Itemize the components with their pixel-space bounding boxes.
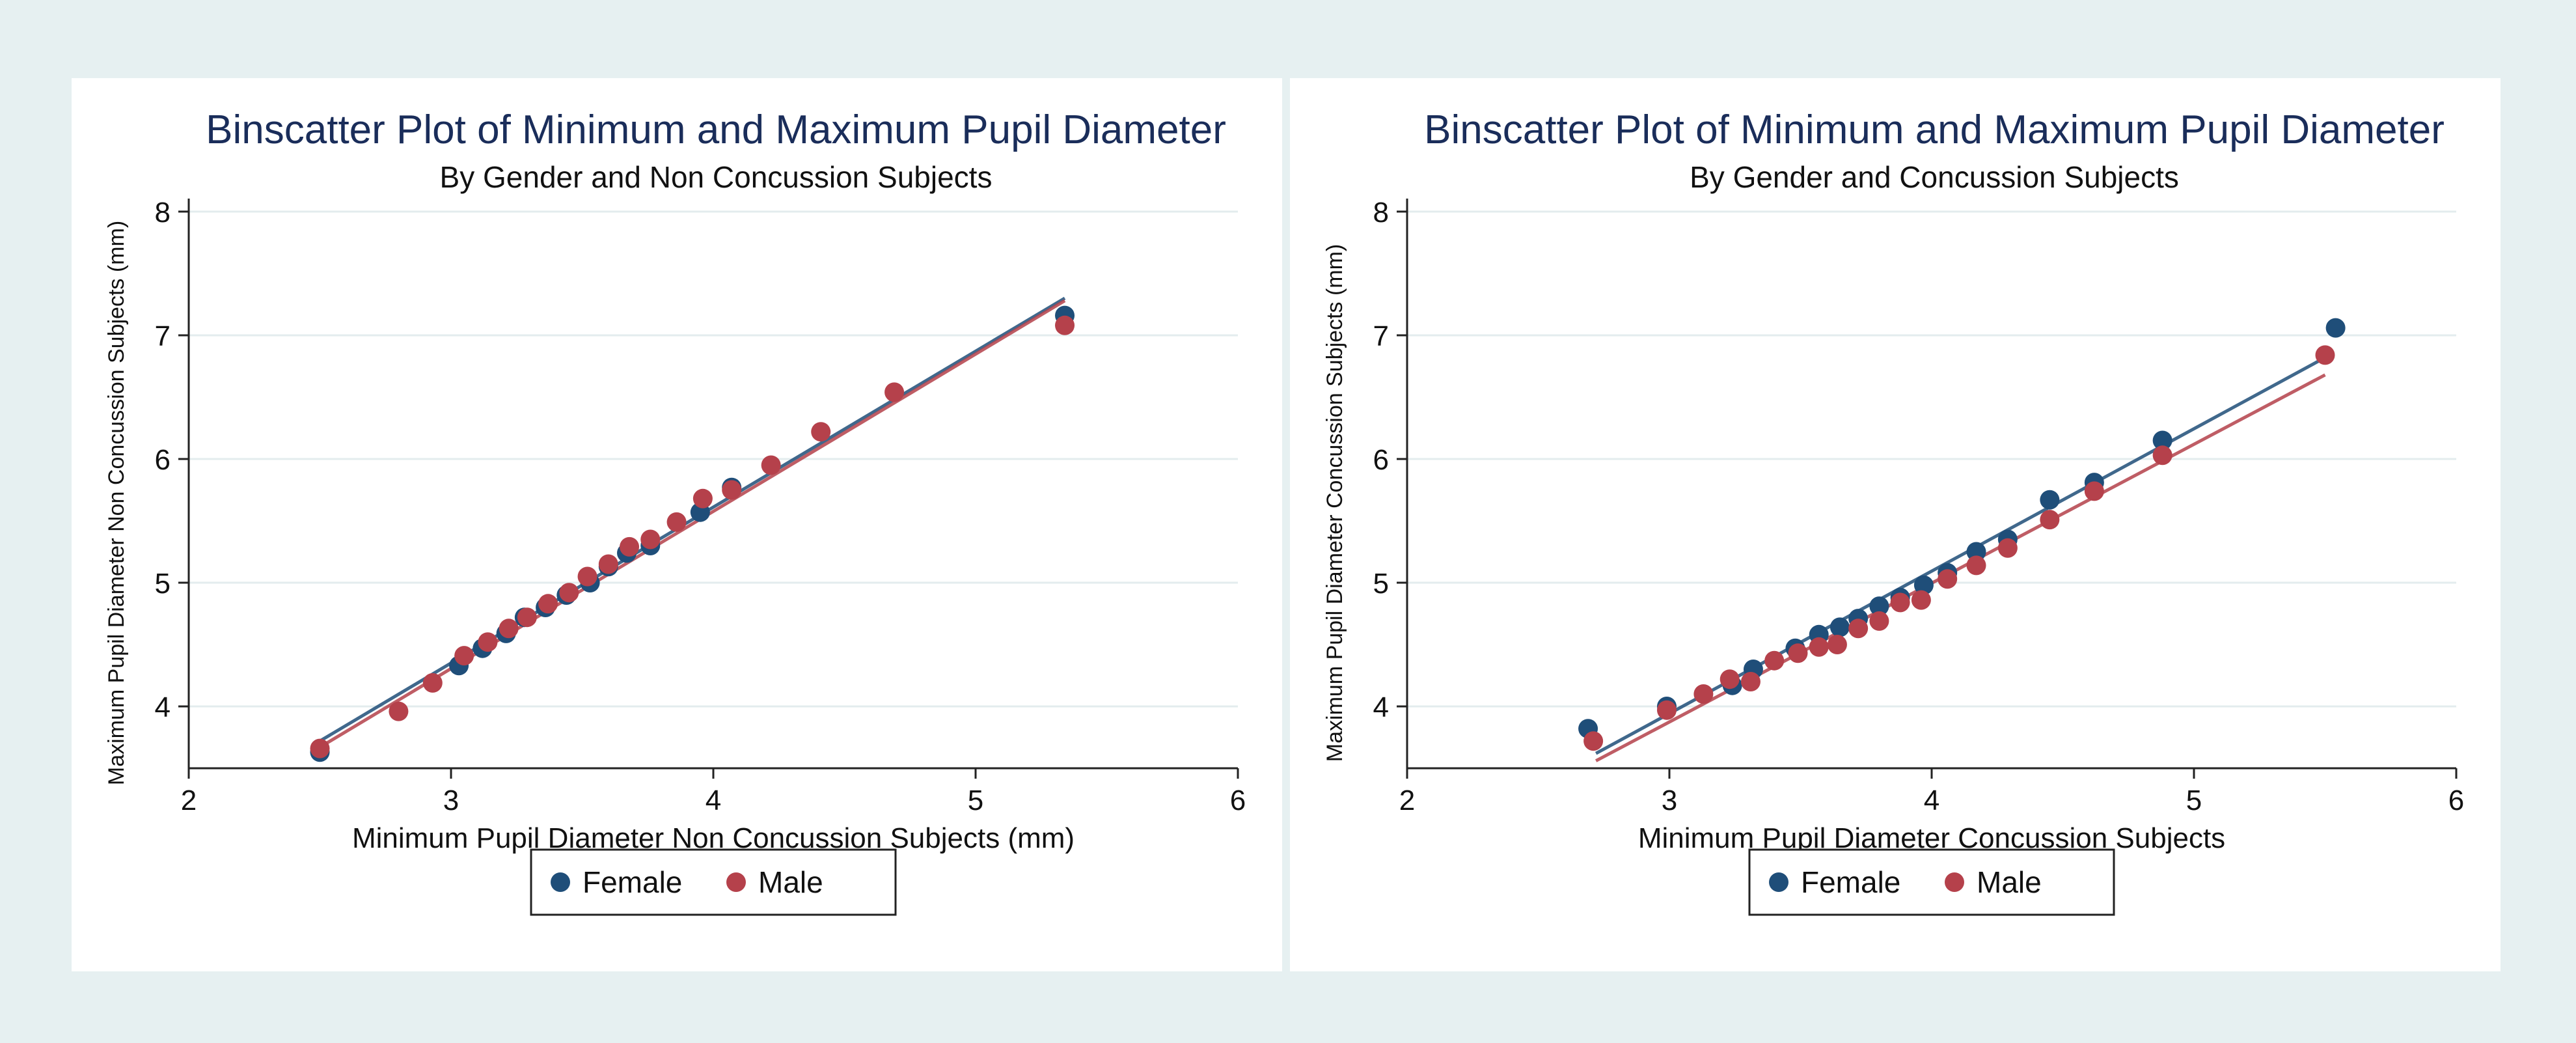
chart-title: Binscatter Plot of Minimum and Maximum P… — [206, 107, 1226, 152]
y-tick-label: 5 — [1373, 568, 1389, 600]
y-tick-label: 4 — [1373, 691, 1389, 723]
fit-line-female — [1595, 356, 2326, 755]
data-point-male — [1827, 635, 1847, 654]
legend-label-female: Female — [1801, 865, 1900, 899]
data-point-male — [2084, 481, 2104, 501]
data-point-female — [1913, 575, 1934, 595]
data-point-male — [761, 455, 781, 475]
data-point-male — [422, 673, 443, 693]
legend-label-male: Male — [758, 865, 823, 899]
data-point-male — [517, 607, 537, 628]
data-point-male — [884, 382, 905, 402]
legend-marker-female — [551, 872, 570, 892]
x-tick-label: 3 — [443, 785, 459, 816]
data-point-male — [389, 701, 409, 721]
fit-line-male — [319, 299, 1066, 749]
y-axis-label: Maximum Pupil Diameter Concussion Subjec… — [1322, 244, 1347, 762]
x-tick-label: 3 — [1662, 785, 1677, 816]
data-point-male — [1656, 700, 1677, 720]
data-point-male — [2315, 345, 2335, 365]
legend-label-female: Female — [582, 865, 682, 899]
data-point-male — [692, 488, 713, 508]
fit-line-male — [1595, 373, 2326, 762]
chart-subtitle: By Gender and Non Concussion Subjects — [440, 160, 993, 194]
data-point-male — [1764, 650, 1785, 671]
data-point-female — [2325, 318, 2346, 338]
data-point-female — [1829, 617, 1850, 637]
data-point-female — [1966, 542, 1986, 562]
x-tick-label: 2 — [181, 785, 197, 816]
data-point-male — [1911, 590, 1931, 610]
data-point-female — [1869, 596, 1889, 617]
y-tick-label: 6 — [155, 444, 171, 476]
data-point-male — [2152, 445, 2172, 466]
y-axis-label: Maximum Pupil Diameter Non Concussion Su… — [104, 221, 129, 785]
x-tick-label: 6 — [1230, 785, 1246, 816]
chart-subtitle: By Gender and Concussion Subjects — [1690, 160, 2179, 194]
data-point-male — [1788, 643, 1808, 663]
data-point-male — [1740, 672, 1761, 691]
data-point-male — [559, 583, 579, 603]
data-point-male — [499, 619, 519, 639]
x-tick-label: 4 — [706, 785, 721, 816]
data-point-male — [1583, 731, 1604, 751]
data-point-female — [2040, 490, 2060, 510]
data-point-male — [1848, 619, 1869, 639]
y-tick-label: 8 — [1373, 197, 1389, 229]
data-point-male — [640, 529, 661, 549]
data-point-male — [1966, 555, 1986, 576]
data-point-male — [1869, 611, 1889, 631]
y-tick-label: 4 — [155, 691, 171, 723]
data-point-male — [722, 480, 742, 500]
y-tick-label: 7 — [155, 320, 171, 352]
legend-marker-male — [1945, 872, 1964, 892]
data-point-male — [478, 632, 498, 652]
y-tick-label: 6 — [1373, 444, 1389, 476]
data-point-male — [1938, 569, 1958, 589]
data-point-male — [310, 738, 330, 758]
legend-box — [1748, 848, 2115, 916]
data-point-female — [2152, 430, 2172, 451]
data-point-male — [620, 536, 640, 557]
legend-marker-female — [1769, 872, 1788, 892]
data-point-male — [1693, 684, 1714, 704]
data-point-male — [1720, 669, 1740, 689]
data-point-male — [811, 422, 831, 442]
data-point-male — [454, 646, 474, 666]
x-tick-label: 6 — [2448, 785, 2464, 816]
x-tick-label: 5 — [2186, 785, 2202, 816]
legend-marker-male — [726, 872, 746, 892]
legend-box — [530, 848, 897, 916]
y-tick-label: 5 — [155, 568, 171, 600]
chart-concussion: Binscatter Plot of Minimum and Maximum P… — [1322, 107, 2464, 916]
data-point-male — [1890, 592, 1910, 613]
fit-line-female — [319, 296, 1066, 743]
data-point-male — [1809, 637, 1829, 657]
chart-title: Binscatter Plot of Minimum and Maximum P… — [1424, 107, 2445, 152]
chart-panel-concussion: Binscatter Plot of Minimum and Maximum P… — [1290, 78, 2501, 971]
data-point-male — [2040, 510, 2060, 530]
legend-label-male: Male — [1977, 865, 2042, 899]
x-tick-label: 2 — [1399, 785, 1415, 816]
data-point-male — [577, 566, 597, 587]
x-tick-label: 4 — [1924, 785, 1939, 816]
data-point-male — [666, 512, 687, 532]
data-point-male — [598, 554, 618, 574]
chart-non-concussion: Binscatter Plot of Minimum and Maximum P… — [104, 107, 1246, 916]
data-point-male — [1997, 538, 2018, 558]
y-tick-label: 8 — [155, 197, 171, 229]
data-point-male — [538, 594, 558, 614]
chart-panel-non-concussion: Binscatter Plot of Minimum and Maximum P… — [72, 78, 1282, 971]
data-point-male — [1055, 315, 1075, 335]
x-tick-label: 5 — [968, 785, 983, 816]
y-tick-label: 7 — [1373, 320, 1389, 352]
